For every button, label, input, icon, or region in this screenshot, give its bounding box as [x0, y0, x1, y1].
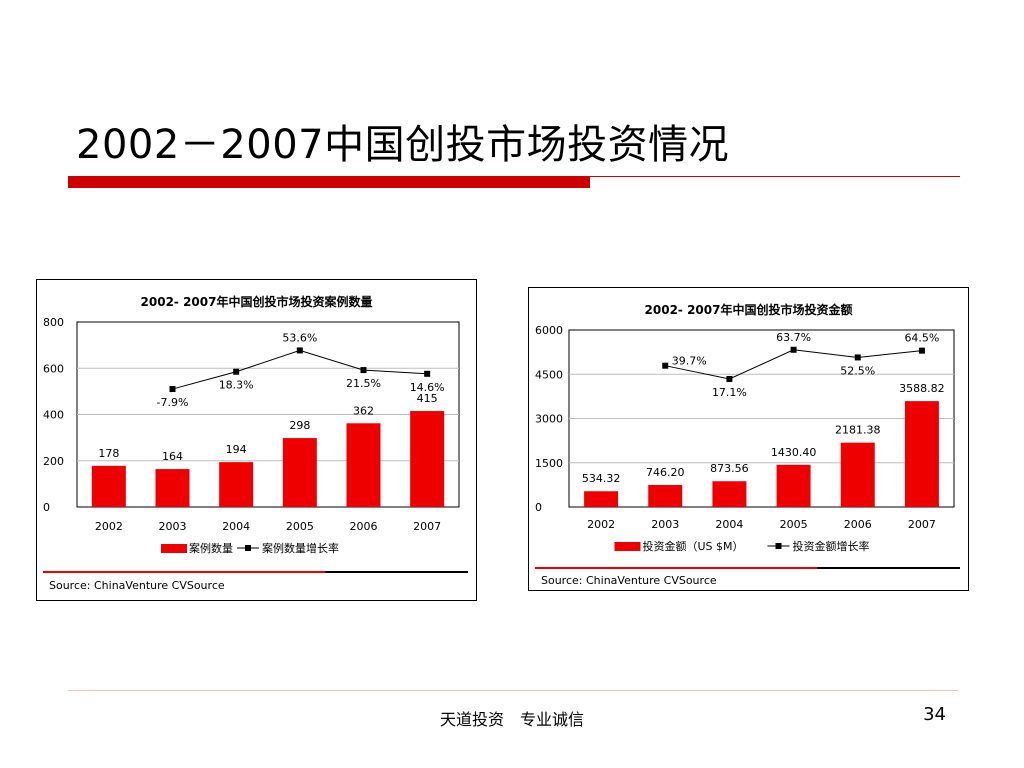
- title-underline-thin: [590, 176, 960, 177]
- bar-value-label: 298: [289, 419, 310, 432]
- growth-point: [296, 347, 303, 354]
- x-tick-label: 2002: [587, 518, 615, 531]
- y-tick-label: 0: [535, 501, 542, 514]
- y-tick-label: 6000: [535, 324, 563, 337]
- y-tick-label: 600: [43, 362, 64, 375]
- growth-rate-label: 17.1%: [712, 386, 747, 399]
- x-tick-label: 2003: [159, 520, 187, 533]
- growth-rate-label: 63.7%: [776, 331, 811, 344]
- legend-bar-swatch: [161, 544, 187, 553]
- growth-point: [854, 354, 861, 361]
- growth-point: [424, 370, 431, 377]
- slide-title: 2002－2007中国创投市场投资情况: [76, 122, 730, 168]
- bar-value-label: 362: [353, 404, 374, 417]
- chart-legend: 投资金额（US $M） 投资金额增长率: [614, 539, 870, 553]
- growth-rate-label: 18.3%: [219, 379, 254, 392]
- bar-value-label: 2181.38: [835, 424, 881, 437]
- bar-value-label: 415: [417, 392, 438, 405]
- bar-value-label: 1430.40: [771, 446, 817, 459]
- growth-point: [169, 386, 176, 393]
- bar-value-label: 194: [226, 443, 247, 456]
- bar: [346, 423, 381, 507]
- growth-rate-label: 21.5%: [346, 377, 381, 390]
- x-tick-label: 2005: [780, 518, 808, 531]
- legend-line-marker: [245, 545, 251, 551]
- growth-point: [790, 346, 797, 353]
- bar: [776, 464, 811, 507]
- bar: [840, 442, 875, 507]
- chart-legend: 案例数量 案例数量增长率: [161, 541, 339, 555]
- bar-value-label: 3588.82: [899, 382, 945, 395]
- y-tick-label: 1500: [535, 457, 563, 470]
- chart-svg: 2002- 2007年中国创投市场投资金额 0 1500 3000 4500 6000 20…: [535, 302, 960, 587]
- y-tick-label: 800: [43, 316, 64, 329]
- bar: [219, 462, 254, 507]
- bar-value-label: 746.20: [646, 466, 685, 479]
- y-tick-label: 200: [43, 455, 64, 468]
- chart-panel-cases: 2002- 2007年中国创投市场投资案例数量 0 200 400 600 800 2002…: [36, 279, 477, 601]
- chart-svg: 2002- 2007年中国创投市场投资案例数量 0 200 400 600 800 2002…: [43, 294, 468, 592]
- legend-line-label: 案例数量增长率: [262, 541, 339, 555]
- legend-bar-label: 投资金额（US $M）: [643, 539, 744, 553]
- bar-value-label: 873.56: [710, 462, 749, 475]
- growth-rate-label: -7.9%: [157, 396, 189, 409]
- chart-source: Source: ChinaVenture CVSource: [49, 579, 225, 592]
- legend-line-marker: [775, 543, 782, 549]
- bar: [155, 469, 190, 507]
- x-tick-label: 2004: [715, 518, 743, 531]
- growth-point: [726, 375, 733, 382]
- legend-line-label: 投资金额增长率: [793, 539, 870, 553]
- bar: [648, 484, 683, 507]
- growth-point: [360, 367, 367, 374]
- footer-slogan: 天道投资 专业诚信: [439, 710, 584, 729]
- y-tick-label: 4500: [535, 368, 563, 381]
- chart-source: Source: ChinaVenture CVSource: [541, 574, 717, 587]
- footer-divider: [68, 690, 958, 691]
- growth-point: [918, 347, 925, 354]
- growth-rate-label: 14.6%: [410, 381, 445, 394]
- chart-title: 2002- 2007年中国创投市场投资案例数量: [141, 294, 373, 309]
- growth-rate-label: 53.6%: [282, 331, 317, 344]
- chart-title: 2002- 2007年中国创投市场投资金额: [645, 302, 853, 317]
- growth-point: [662, 362, 669, 369]
- growth-line: [172, 349, 428, 390]
- x-tick-label: 2007: [413, 520, 441, 533]
- y-tick-label: 3000: [535, 413, 563, 426]
- x-tick-label: 2006: [844, 518, 872, 531]
- page-number: 34: [923, 704, 946, 725]
- bar: [91, 465, 126, 507]
- x-tick-label: 2005: [286, 520, 314, 533]
- bar-value-label: 178: [98, 447, 119, 460]
- legend-bar-swatch: [614, 542, 641, 551]
- bar: [584, 491, 619, 507]
- x-tick-label: 2004: [222, 520, 250, 533]
- bar: [904, 401, 939, 507]
- legend-bar-label: 案例数量: [189, 541, 233, 555]
- growth-rate-label: 64.5%: [904, 332, 939, 345]
- bar-value-label: 164: [162, 450, 183, 463]
- x-tick-label: 2003: [651, 518, 679, 531]
- growth-rate-label: 52.5%: [840, 364, 875, 377]
- bar-value-label: 534.32: [582, 472, 621, 485]
- bar: [410, 411, 445, 507]
- bar: [282, 438, 317, 507]
- x-tick-label: 2002: [95, 520, 123, 533]
- y-tick-label: 0: [43, 501, 50, 514]
- title-underline-thick: [68, 176, 590, 188]
- x-tick-label: 2007: [908, 518, 936, 531]
- growth-point: [233, 368, 240, 375]
- x-tick-label: 2006: [350, 520, 378, 533]
- bar: [712, 481, 747, 507]
- chart-panel-amount: 2002- 2007年中国创投市场投资金额 0 1500 3000 4500 6000 20…: [528, 287, 969, 591]
- growth-rate-label: 39.7%: [672, 355, 707, 368]
- y-tick-label: 400: [43, 409, 64, 422]
